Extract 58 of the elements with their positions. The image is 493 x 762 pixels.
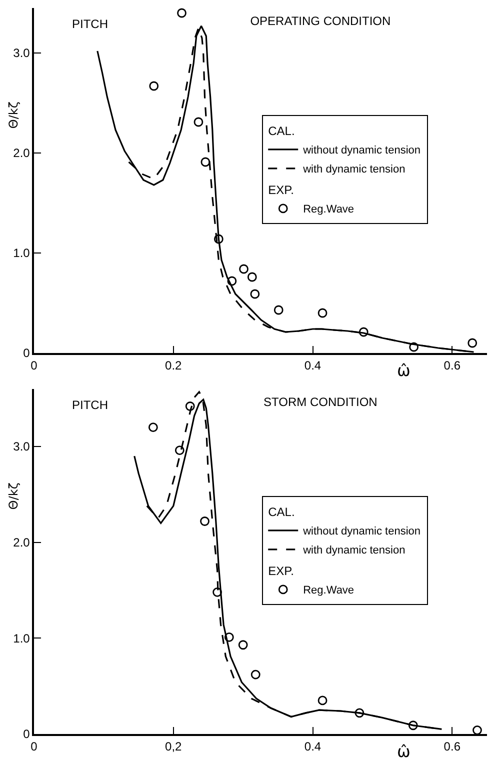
point — [224, 632, 234, 642]
y-tick-label: 3.0 — [13, 440, 30, 454]
annotation: PITCH — [72, 398, 108, 412]
annotation: EXP. — [268, 564, 294, 578]
y-tick-label: 0 — [23, 727, 30, 742]
point — [408, 720, 418, 730]
point — [358, 327, 368, 337]
x-tick-label: 0.2 — [165, 358, 182, 372]
annotation: EXP. — [268, 183, 294, 198]
point — [354, 708, 364, 718]
y-tick-label: 0 — [23, 346, 30, 360]
point — [148, 422, 158, 432]
point — [227, 276, 237, 286]
point — [250, 670, 260, 680]
y-axis-title: Θ/kζ — [6, 102, 21, 129]
text: OPERATING CONDITION — [250, 14, 391, 28]
point — [185, 402, 195, 411]
point — [149, 81, 159, 91]
annotation: PITCH — [72, 17, 108, 31]
point — [194, 117, 204, 127]
point — [409, 342, 419, 352]
point — [214, 234, 224, 244]
y-tick-label: 2.0 — [13, 146, 30, 160]
point — [238, 640, 248, 650]
x-tick-label: 0.4 — [304, 358, 322, 372]
point — [318, 308, 328, 318]
annotation: CAL. — [268, 505, 295, 520]
legend-label: without dynamic tension — [302, 526, 421, 538]
y-tick-label: 1.0 — [13, 246, 30, 260]
x-tick-label: 0.6 — [444, 739, 461, 754]
point — [177, 8, 186, 18]
point — [247, 272, 257, 282]
y-tick-label: 1.0 — [13, 631, 30, 646]
point — [239, 264, 248, 274]
y-tick-label: 3.0 — [13, 46, 30, 60]
point — [250, 289, 260, 299]
x-axis-title: ω̂ — [397, 361, 410, 380]
point — [318, 696, 328, 706]
point — [212, 587, 222, 597]
text: STORM CONDITION — [264, 395, 378, 410]
legend-label: without dynamic tension — [302, 144, 421, 157]
point — [472, 725, 482, 735]
point — [174, 446, 184, 456]
annotation: CAL. — [268, 124, 295, 138]
x-tick-label: 0.6 — [444, 358, 461, 372]
x-axis-title: ω̂ — [397, 742, 410, 761]
x-tick-label: 0.4 — [304, 739, 322, 754]
x-tick-label: 0,2 — [165, 739, 182, 754]
point — [200, 516, 210, 526]
y-tick-label: 2.0 — [13, 536, 30, 550]
y-axis-title: Θ/kζ — [6, 482, 21, 510]
legend-label: Reg.Wave — [303, 584, 354, 597]
legend-label: Reg.Wave — [303, 204, 354, 216]
point — [200, 157, 210, 167]
point — [274, 305, 284, 315]
point — [468, 338, 478, 348]
legend-label: with dynamic tension — [302, 544, 406, 557]
legend-label: with dynamic tension — [302, 164, 406, 176]
